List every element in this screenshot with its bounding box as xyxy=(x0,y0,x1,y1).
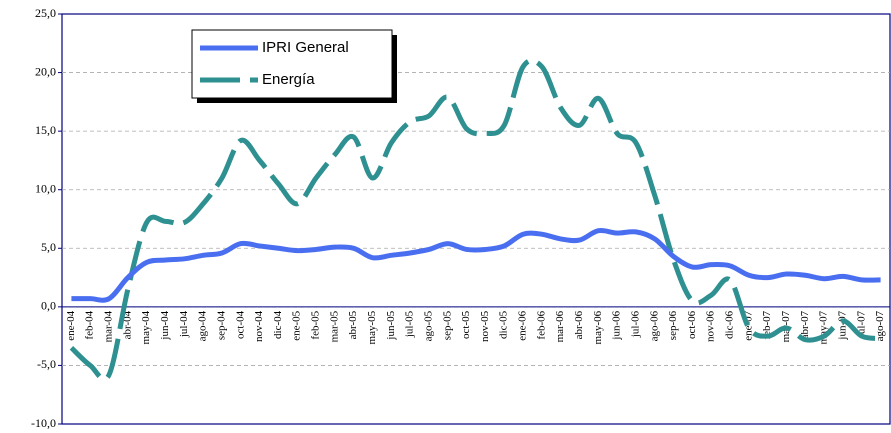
x-tick-label: jul-05 xyxy=(404,310,416,338)
x-tick-label: ene-04 xyxy=(65,310,77,340)
x-tick-label: ene-06 xyxy=(517,310,529,340)
x-tick-label: jun-06 xyxy=(611,310,623,340)
x-tick-label: ene-05 xyxy=(291,310,303,340)
x-tick-label: abr-05 xyxy=(347,310,359,339)
series-line xyxy=(71,227,881,303)
x-tick-label: mar-04 xyxy=(103,310,115,342)
x-tick-label: dic-05 xyxy=(498,310,510,339)
x-tick-label: nov-04 xyxy=(253,310,265,342)
y-tick-label: 10,0 xyxy=(35,181,56,195)
y-tick-label: -10,0 xyxy=(31,416,56,430)
x-tick-label: oct-04 xyxy=(234,310,246,339)
x-tick-label: may-05 xyxy=(366,310,378,344)
x-tick-label: oct-05 xyxy=(460,310,472,339)
y-tick-label: 0,0 xyxy=(41,299,56,313)
x-tick-label: nov-06 xyxy=(705,310,717,342)
x-tick-label: jul-06 xyxy=(629,310,641,338)
x-tick-label: oct-06 xyxy=(686,310,698,339)
x-tick-label: may-06 xyxy=(592,310,604,344)
x-tick-label: abr-07 xyxy=(799,310,811,339)
y-tick-label: 15,0 xyxy=(35,123,56,137)
y-tick-label: 25,0 xyxy=(35,6,56,20)
series-line xyxy=(69,57,881,382)
x-tick-label: jun-04 xyxy=(159,310,171,340)
y-tick-label: 20,0 xyxy=(35,64,56,78)
x-tick-label: feb-04 xyxy=(84,310,96,339)
legend-label: IPRI General xyxy=(262,39,349,56)
legend xyxy=(191,29,393,99)
y-tick-label: 5,0 xyxy=(41,240,56,254)
x-tick-label: jun-07 xyxy=(836,310,848,340)
x-tick-label: ago-06 xyxy=(648,310,660,341)
x-tick-label: sep-04 xyxy=(215,310,227,340)
x-tick-label: feb-07 xyxy=(761,310,773,339)
x-tick-label: feb-05 xyxy=(310,310,322,339)
x-tick-label: dic-06 xyxy=(724,310,736,339)
x-tick-label: ago-05 xyxy=(422,310,434,341)
legend-label: Energía xyxy=(262,71,315,88)
y-tick-label: -5,0 xyxy=(37,357,56,371)
x-tick-label: nov-05 xyxy=(479,310,491,342)
x-tick-label: mar-05 xyxy=(328,310,340,342)
x-tick-label: ago-04 xyxy=(197,310,209,341)
x-tick-label: sep-06 xyxy=(667,310,679,340)
x-tick-label: jun-05 xyxy=(385,310,397,340)
x-tick-label: jul-04 xyxy=(178,310,190,338)
x-tick-label: abr-06 xyxy=(573,310,585,339)
x-tick-label: mar-06 xyxy=(554,310,566,342)
x-tick-label: sep-05 xyxy=(441,310,453,340)
x-tick-label: feb-06 xyxy=(535,310,547,339)
x-tick-label: dic-04 xyxy=(272,310,284,339)
x-tick-label: may-04 xyxy=(140,310,152,344)
x-tick-label: ago-07 xyxy=(874,310,886,341)
